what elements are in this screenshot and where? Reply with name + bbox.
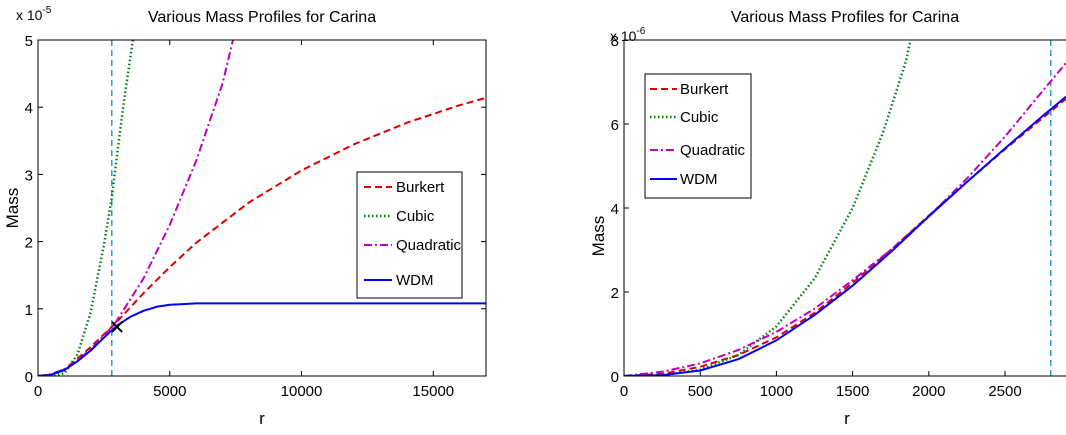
x-tick-label: 2000 [912, 383, 945, 400]
y-tick-label: 5 [25, 33, 33, 50]
legend-box [356, 171, 463, 299]
x-tick-label: 10000 [281, 383, 323, 400]
x-tick-label: 1000 [760, 383, 793, 400]
legend-label-wdm: WDM [680, 171, 718, 188]
x-axis-label: r [259, 409, 265, 428]
y-tick-label: 4 [25, 100, 33, 117]
x-tick-label: 500 [688, 383, 713, 400]
legend-label-quadratic: Quadratic [396, 237, 462, 254]
legend-box [644, 73, 752, 199]
y-tick-label: 2 [25, 235, 33, 252]
x-tick-label: 0 [34, 383, 42, 400]
x-axis-label: r [844, 409, 850, 428]
y-tick-label: 1 [25, 302, 33, 319]
plot-area-frame [37, 39, 487, 377]
legend: Burkert Cubic Quadratic WDM [644, 73, 752, 199]
legend-label-cubic: Cubic [680, 109, 719, 126]
chart-left: Various Mass Profiles for Carina x 10-5 … [3, 5, 487, 428]
exponent-label: x 10-5 [16, 5, 52, 23]
y-tick-label: 3 [25, 167, 33, 184]
legend-label-wdm: WDM [396, 272, 434, 289]
series-lines [624, 40, 1066, 376]
y-tick-label: 6 [611, 117, 619, 134]
y-tick-label: 0 [611, 369, 619, 386]
series-line-wdm [38, 302, 486, 376]
legend: Burkert Cubic Quadratic WDM [356, 171, 463, 299]
legend-label-burkert: Burkert [396, 179, 445, 196]
y-tick-label: 2 [611, 285, 619, 302]
x-tick-label: 15000 [412, 383, 454, 400]
chart-title: Various Mass Profiles for Carina [731, 9, 959, 26]
x-tick-label: 1500 [836, 383, 869, 400]
legend-label-quadratic: Quadratic [680, 142, 746, 159]
series-line-quadratic [624, 62, 1066, 376]
y-axis-label: Mass [589, 216, 608, 257]
series-line-cubic [38, 40, 135, 376]
x-tick-label: 2500 [988, 383, 1021, 400]
x-tick-label: 0 [620, 383, 628, 400]
axis-ticks: 0 5000 10000 15000 0 1 2 3 4 5 [25, 33, 486, 400]
series-lines [38, 40, 486, 376]
chart-right: Various Mass Profiles for Carina x 10-6 … [589, 9, 1066, 428]
axis-ticks: 0 500 1000 1500 2000 2500 0 2 4 6 8 [611, 33, 1022, 400]
series-line-wdm [624, 95, 1066, 376]
y-tick-label: 0 [25, 369, 33, 386]
series-line-quadratic [38, 40, 234, 376]
y-axis-label: Mass [3, 188, 22, 229]
plot-area-frame [623, 39, 1066, 377]
y-tick-label: 8 [611, 33, 619, 50]
intersection-marker [111, 321, 123, 333]
y-tick-label: 4 [611, 201, 619, 218]
chart-title: Various Mass Profiles for Carina [148, 9, 376, 26]
x-tick-label: 5000 [153, 383, 186, 400]
legend-label-cubic: Cubic [396, 208, 435, 225]
legend-label-burkert: Burkert [680, 81, 729, 98]
